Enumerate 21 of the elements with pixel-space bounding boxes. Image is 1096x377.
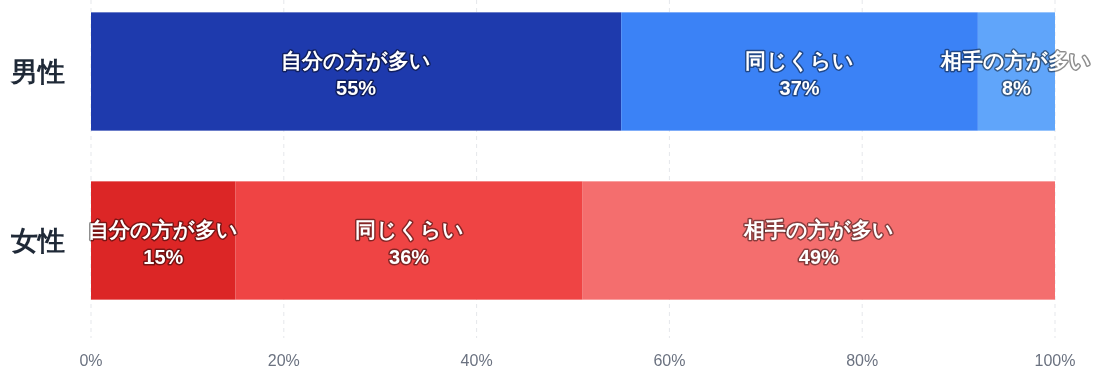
data-label: 15% — [143, 245, 184, 268]
x-tick-label: 20% — [267, 352, 300, 369]
x-tick-label: 40% — [460, 352, 493, 369]
data-label: 8% — [1001, 76, 1032, 99]
x-tick-label: 80% — [846, 352, 879, 369]
data-label: 36% — [389, 245, 430, 268]
x-tick-label: 60% — [653, 352, 686, 369]
bar — [235, 181, 583, 300]
data-label: 55% — [336, 76, 377, 99]
data-label: 37% — [779, 76, 820, 99]
data-label: 49% — [798, 245, 840, 268]
x-tick-label: 0% — [79, 352, 103, 369]
series-label: 同じくらい — [745, 48, 855, 73]
series-label: 相手の方が多い — [742, 217, 894, 241]
text: 同じくらい — [354, 217, 464, 241]
bar — [582, 181, 1055, 300]
x-tick-label: 100% — [1034, 352, 1076, 369]
y-tick-label: 男性 — [10, 56, 65, 87]
text: 自分の方が多い — [281, 48, 432, 72]
y-tick-label: 女性 — [10, 225, 65, 256]
bar — [91, 12, 622, 131]
